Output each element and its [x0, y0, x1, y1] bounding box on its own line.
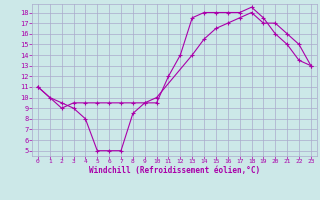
X-axis label: Windchill (Refroidissement éolien,°C): Windchill (Refroidissement éolien,°C): [89, 166, 260, 175]
